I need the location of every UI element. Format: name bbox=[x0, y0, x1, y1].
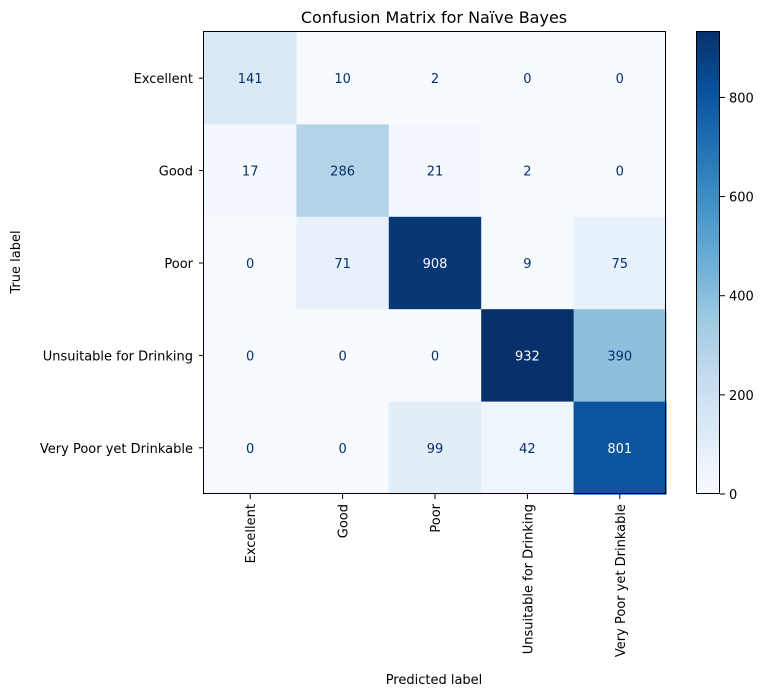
matrix-cell bbox=[204, 216, 297, 310]
cell-value-label: 0 bbox=[246, 442, 254, 457]
matrix-cell bbox=[481, 32, 575, 125]
matrix-cell bbox=[204, 401, 297, 495]
colorbar-tick-label: 600 bbox=[729, 191, 754, 206]
cell-value-label: 0 bbox=[338, 442, 346, 457]
y-tick-label: Poor bbox=[164, 257, 193, 272]
cell-value-label: 0 bbox=[431, 349, 439, 364]
matrix-cell bbox=[388, 216, 482, 310]
matrix-cell bbox=[481, 124, 575, 218]
colorbar-tick-label: 400 bbox=[729, 290, 754, 305]
cell-value-label: 0 bbox=[246, 349, 254, 364]
matrix-cell bbox=[296, 124, 390, 218]
matrix-cell bbox=[204, 32, 297, 125]
cell-value-label: 0 bbox=[523, 72, 531, 87]
matrix-cell bbox=[573, 216, 667, 310]
colorbar-tick-label: 800 bbox=[729, 91, 754, 106]
y-axis-label: True label bbox=[9, 230, 24, 294]
x-tick-label: Excellent bbox=[244, 504, 259, 563]
cell-value-label: 932 bbox=[515, 349, 540, 364]
cell-value-label: 2 bbox=[523, 165, 531, 180]
x-tick-label: Very Poor yet Drinkable bbox=[614, 504, 629, 657]
matrix-cell bbox=[573, 124, 667, 218]
x-tick-label: Poor bbox=[429, 503, 444, 532]
matrix-cell bbox=[481, 216, 575, 310]
cell-value-label: 17 bbox=[242, 165, 259, 180]
matrix-cell bbox=[388, 32, 482, 125]
cell-value-label: 2 bbox=[431, 72, 439, 87]
colorbar-tick-label: 0 bbox=[729, 488, 737, 503]
chart-title: Confusion Matrix for Naïve Bayes bbox=[301, 8, 567, 27]
colorbar-gradient bbox=[696, 31, 720, 494]
matrix-cell bbox=[481, 309, 575, 403]
matrix-cell bbox=[388, 401, 482, 495]
matrix-cell bbox=[388, 124, 482, 218]
colorbar-tick-label: 200 bbox=[729, 389, 754, 404]
cell-value-label: 801 bbox=[607, 442, 632, 457]
x-tick-label: Good bbox=[337, 504, 352, 538]
cell-value-label: 75 bbox=[612, 257, 629, 272]
cell-value-label: 0 bbox=[338, 349, 346, 364]
y-tick-label: Excellent bbox=[134, 72, 193, 87]
x-tick-label: Unsuitable for Drinking bbox=[521, 504, 536, 654]
cell-value-label: 10 bbox=[334, 72, 351, 87]
matrix-cell bbox=[204, 124, 297, 218]
matrix-cell bbox=[296, 309, 390, 403]
matrix-cell bbox=[573, 401, 667, 495]
y-tick-label: Very Poor yet Drinkable bbox=[40, 442, 193, 457]
cell-value-label: 0 bbox=[616, 165, 624, 180]
cell-value-label: 0 bbox=[246, 257, 254, 272]
matrix-cell bbox=[204, 309, 297, 403]
matrix-cell bbox=[388, 309, 482, 403]
colorbar-ticks: 0 200 400 600 800 bbox=[720, 91, 754, 503]
cell-value-label: 286 bbox=[330, 165, 355, 180]
colorbar bbox=[696, 31, 720, 494]
matrix-cell bbox=[573, 309, 667, 403]
x-axis-label: Predicted label bbox=[386, 673, 483, 688]
x-axis-ticks: Excellent Good Poor Unsuitable for Drinking… bbox=[244, 494, 629, 657]
matrix-cells: 141 10 2 0 0 17 286 21 2 0 0 71 908 9 75 0 0 0 932 390 0 0 99 4… bbox=[204, 32, 667, 495]
matrix-cell bbox=[481, 401, 575, 495]
y-tick-label: Good bbox=[159, 165, 193, 180]
matrix-cell bbox=[296, 32, 390, 125]
cell-value-label: 21 bbox=[427, 165, 444, 180]
y-axis-ticks: Excellent Good Poor Unsuitable for Drinking… bbox=[40, 72, 204, 457]
matrix-cell bbox=[296, 401, 390, 495]
cell-value-label: 99 bbox=[427, 442, 444, 457]
cell-value-label: 0 bbox=[616, 72, 624, 87]
cell-value-label: 908 bbox=[423, 257, 448, 272]
cell-value-label: 141 bbox=[238, 72, 263, 87]
cell-value-label: 42 bbox=[519, 442, 536, 457]
cell-value-label: 71 bbox=[334, 257, 351, 272]
matrix-cell bbox=[573, 32, 667, 125]
matrix-cell bbox=[296, 216, 390, 310]
y-tick-label: Unsuitable for Drinking bbox=[43, 349, 193, 364]
cell-value-label: 390 bbox=[607, 349, 632, 364]
cell-value-label: 9 bbox=[523, 257, 531, 272]
